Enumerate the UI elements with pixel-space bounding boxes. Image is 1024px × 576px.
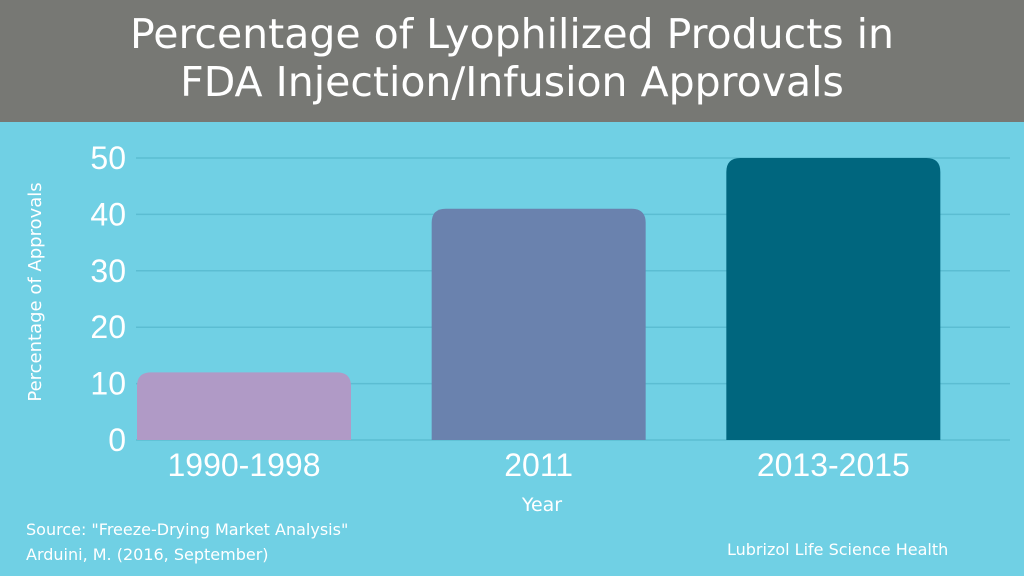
bar (137, 372, 351, 440)
bar (726, 158, 941, 440)
title-line-1: Percentage of Lyophilized Products in (129, 10, 895, 58)
title-line-2: FDA Injection/Infusion Approvals (180, 58, 844, 106)
chart-title: Percentage of Lyophilized Products in FD… (0, 10, 1024, 106)
y-tick-label: 0 (108, 422, 126, 458)
y-tick-label: 50 (90, 140, 126, 176)
x-axis-label: Year (521, 494, 562, 516)
title-banner: Percentage of Lyophilized Products in FD… (0, 0, 1024, 122)
source-author: Arduini, M. (2016, September) (26, 545, 269, 564)
x-tick-label: 2011 (504, 447, 573, 483)
y-tick-label: 30 (90, 253, 126, 289)
y-tick-label: 40 (90, 196, 126, 232)
x-tick-label: 2013-2015 (757, 447, 910, 483)
y-tick-label: 20 (90, 309, 126, 345)
y-axis-label: Percentage of Approvals (25, 182, 46, 401)
bar (431, 208, 646, 440)
source-citation: Source: "Freeze-Drying Market Analysis" (26, 520, 349, 539)
brand-label: Lubrizol Life Science Health (727, 540, 949, 559)
x-tick-label: 1990-1998 (167, 447, 320, 483)
y-tick-label: 10 (90, 366, 126, 402)
